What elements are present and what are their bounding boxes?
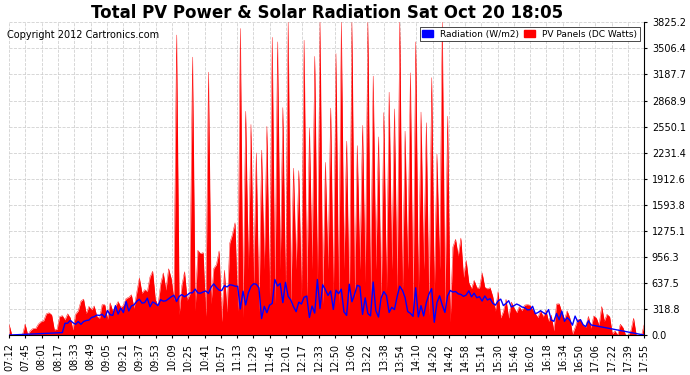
Title: Total PV Power & Solar Radiation Sat Oct 20 18:05: Total PV Power & Solar Radiation Sat Oct… xyxy=(90,4,563,22)
Legend: Radiation (W/m2), PV Panels (DC Watts): Radiation (W/m2), PV Panels (DC Watts) xyxy=(420,27,640,41)
Text: Copyright 2012 Cartronics.com: Copyright 2012 Cartronics.com xyxy=(7,30,159,39)
